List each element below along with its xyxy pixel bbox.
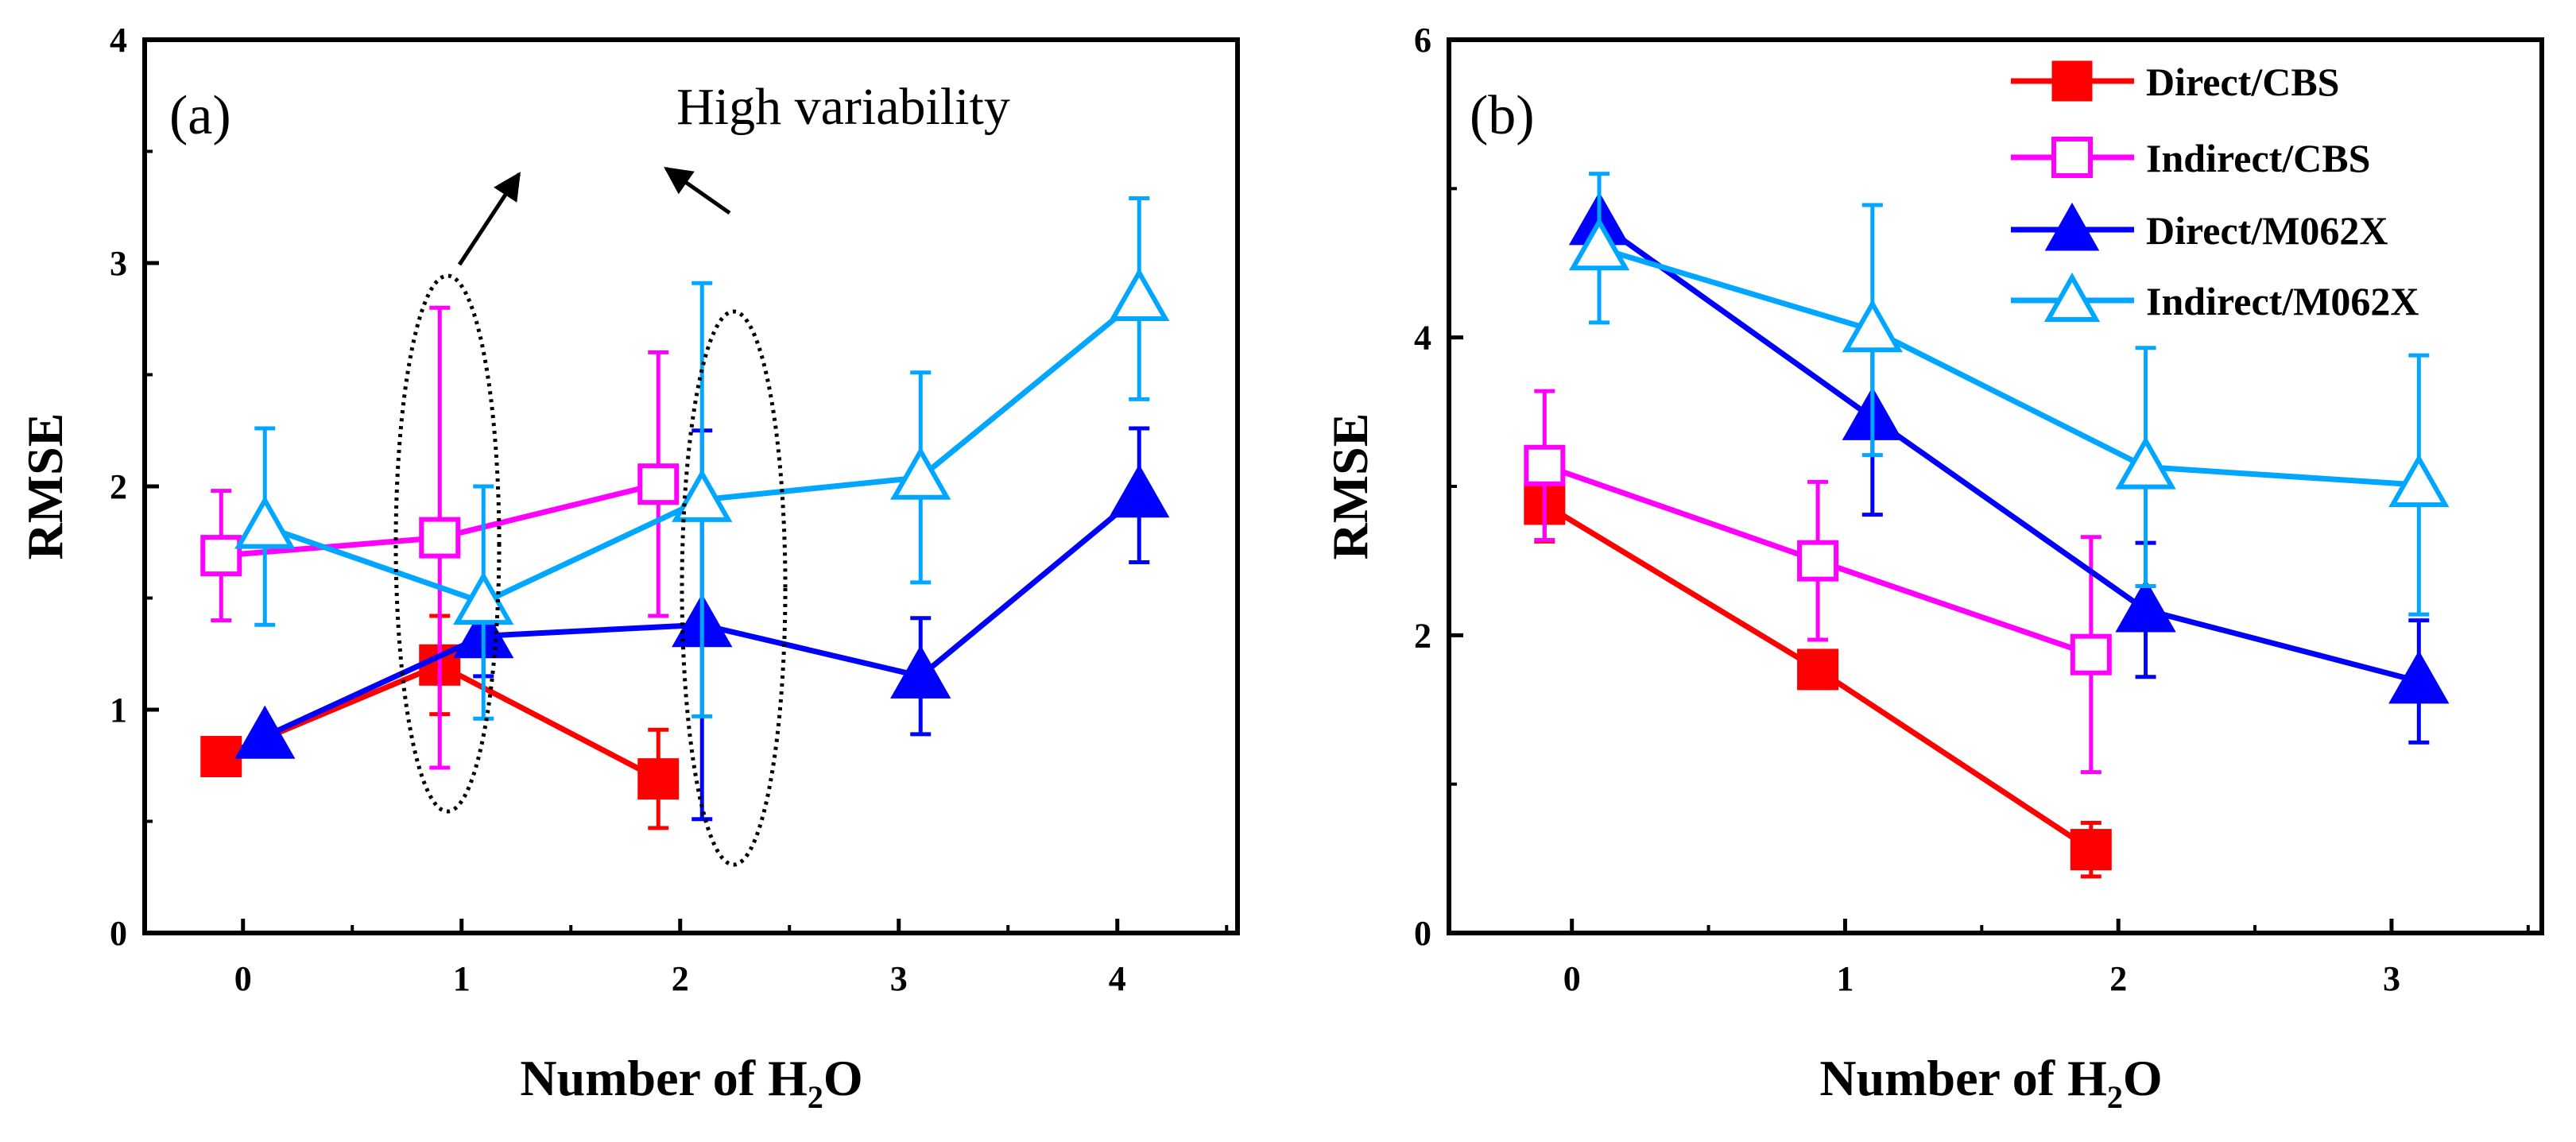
legend-entry-indirect-m062x: Indirect/M062X [2011, 272, 2419, 323]
panel-b: 0 2 4 6 0 1 2 3 (b) RMSE Number of H2O Direct/C… [1322, 21, 2544, 1115]
panel-a-point-direct-m062x [1109, 464, 1170, 518]
panel-b-y-axis-title: RMSE [1322, 413, 1378, 560]
panel-a-y-tick-label: 3 [110, 244, 127, 283]
panel-a-y-tick-label: 1 [110, 691, 127, 730]
panel-b-line-direct-m062x [1598, 220, 2420, 684]
panel-a-point-indirect-cbs [637, 463, 680, 505]
panel-b-point-indirect-m062x [2388, 454, 2450, 508]
legend-entry-direct-m062x: Direct/M062X [2011, 202, 2388, 253]
panel-b-y-tick-label: 2 [1414, 616, 1431, 655]
panel-a-y-tick-label: 2 [110, 467, 127, 506]
panel-b-point-direct-cbs [2070, 829, 2112, 871]
panel-a-point-indirect-cbs [200, 535, 242, 577]
panel-a-point-indirect-m062x [890, 446, 951, 500]
panel-a-x-tick-label: 3 [890, 959, 908, 998]
panel-b-y-tick-label: 0 [1414, 914, 1431, 953]
panel-b-frame [1447, 37, 2544, 935]
panel-a-y-tick-label: 4 [110, 21, 127, 60]
panel-a-point-indirect-m062x [453, 571, 514, 625]
panel-a-frame [142, 37, 1240, 935]
legend-marker-direct-cbs [2051, 60, 2093, 102]
panel-b-series-indirect-m062x [1568, 172, 2450, 617]
legend-label-indirect-m062x: Indirect/M062X [2146, 279, 2419, 323]
panel-b-line-indirect-m062x [1598, 245, 2419, 488]
panel-a-plot-area: 0 1 2 3 4 0 1 2 3 4 [110, 21, 1229, 998]
panel-a-point-direct-cbs [637, 758, 680, 800]
legend-label-indirect-cbs: Indirect/CBS [2146, 136, 2370, 180]
panel-a-x-tick-label: 1 [453, 959, 471, 998]
panel-b-y-tick-label: 6 [1414, 21, 1431, 60]
panel-a-point-indirect-cbs [419, 517, 461, 559]
annotation-arrow-1 [457, 172, 521, 266]
panel-b-series-indirect-cbs [1524, 389, 2112, 775]
panel-a-point-direct-m062x [234, 705, 296, 759]
panel-b-point-indirect-m062x [1568, 217, 1630, 271]
variability-ellipse-1 [393, 273, 502, 814]
panel-b-x-tick-label: 1 [1836, 959, 1854, 998]
panel-b-point-direct-m062x [2115, 579, 2176, 633]
legend-marker-direct-m062x [2044, 202, 2100, 251]
panel-a-point-indirect-m062x [1109, 267, 1170, 321]
panel-b-y-tick-label: 4 [1414, 319, 1431, 358]
panel-b-x-tick-label: 0 [1563, 959, 1581, 998]
panel-a-x-tick-label: 4 [1109, 959, 1126, 998]
legend-marker-indirect-cbs [2051, 137, 2093, 178]
panel-a-series-indirect-cbs [200, 305, 680, 770]
panel-b-x-tick-label: 3 [2383, 959, 2400, 998]
legend-entry-indirect-cbs: Indirect/CBS [2011, 136, 2370, 180]
legend-entry-direct-cbs: Direct/CBS [2011, 60, 2339, 104]
panel-a-series-indirect-m062x [234, 196, 1170, 721]
panel-a-x-axis-title: Number of H2O [520, 1050, 862, 1115]
annotation-arrow-2 [664, 166, 731, 215]
panel-a-label: (a) [169, 85, 231, 146]
panel-a-point-direct-m062x [890, 645, 951, 699]
legend-marker-indirect-m062x [2043, 272, 2101, 322]
legend-label-direct-cbs: Direct/CBS [2146, 60, 2339, 104]
panel-b-point-direct-m062x [2388, 650, 2450, 704]
panel-a: 0 1 2 3 4 0 1 2 3 4 (a) RMSE Number of H2O High v… [17, 21, 1240, 1115]
panel-b-point-direct-cbs [1797, 648, 1839, 691]
panel-b-label: (b) [1470, 85, 1535, 146]
panel-a-point-direct-cbs [200, 736, 242, 778]
panel-a-point-indirect-m062x [234, 495, 296, 549]
panel-b-point-indirect-m062x [2115, 436, 2176, 490]
panel-b-point-indirect-cbs [2070, 633, 2112, 676]
panel-b-point-indirect-cbs [1797, 540, 1839, 582]
high-variability-annotation: High variability [676, 78, 1010, 136]
panel-b-point-indirect-cbs [1524, 444, 1566, 486]
panel-b-plot-area: 0 2 4 6 0 1 2 3 [1414, 21, 2530, 998]
panel-b-point-indirect-m062x [1842, 299, 1903, 353]
panel-a-y-axis-title: RMSE [17, 413, 73, 560]
panel-a-x-tick-label: 0 [234, 959, 252, 998]
legend-label-direct-m062x: Direct/M062X [2146, 208, 2388, 253]
variability-ellipse-2 [680, 309, 788, 867]
legend: Direct/CBS Indirect/CBS Direct/M062X Ind… [2011, 60, 2419, 323]
panel-b-x-axis-title: Number of H2O [1819, 1050, 2162, 1115]
panel-b-x-tick-label: 2 [2109, 959, 2127, 998]
panel-a-y-tick-label: 0 [110, 914, 127, 953]
panel-a-point-indirect-m062x [672, 468, 733, 522]
panel-a-x-tick-label: 2 [672, 959, 689, 998]
